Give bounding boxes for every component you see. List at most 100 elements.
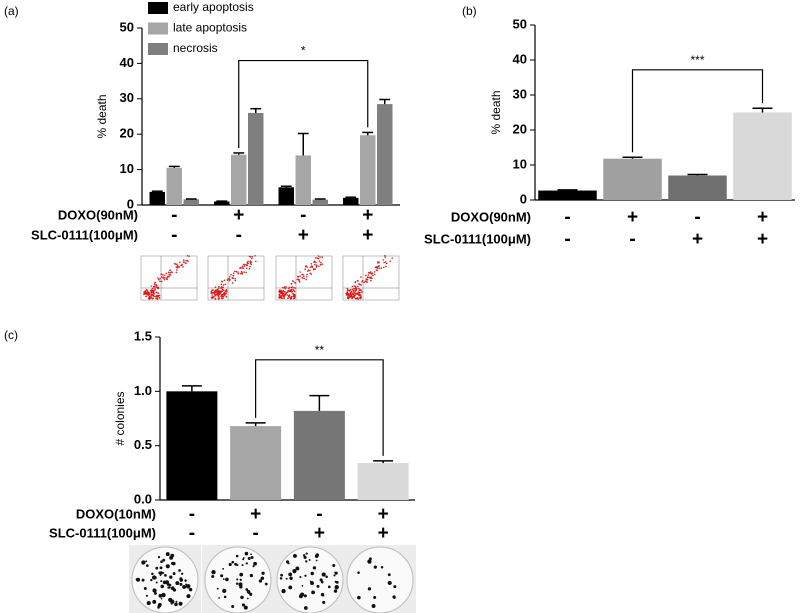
- colony-dot: [315, 559, 318, 562]
- flow-dot: [313, 261, 316, 263]
- error-bar: [309, 394, 330, 411]
- flow-dot: [363, 281, 365, 284]
- colony-dot: [281, 588, 286, 594]
- colony-dot: [175, 600, 178, 603]
- flow-dot: [165, 272, 168, 275]
- flow-plot: [140, 254, 198, 301]
- flow-dot: [286, 291, 288, 294]
- colony-dot: [231, 605, 235, 609]
- flow-dot: [354, 281, 356, 284]
- colony-dot: [393, 596, 396, 599]
- flow-dot: [243, 271, 245, 273]
- flow-dot: [157, 277, 159, 279]
- treatment-sign: -: [316, 504, 322, 525]
- flow-dot: [160, 280, 163, 283]
- colony-dot: [300, 592, 305, 597]
- flow-dot: [240, 266, 242, 269]
- flow-dot: [302, 273, 304, 276]
- flow-dot: [391, 257, 393, 259]
- treatment-sign: +: [692, 229, 703, 250]
- colony-dot: [373, 595, 377, 599]
- flow-dot: [145, 289, 148, 291]
- flow-plot: [207, 254, 265, 301]
- treatment-sign: -: [171, 225, 177, 246]
- flow-dot: [352, 291, 355, 293]
- flow-dot: [346, 289, 349, 292]
- flow-dot: [378, 261, 381, 264]
- colony-dot: [243, 605, 248, 610]
- flow-dot: [212, 289, 214, 292]
- flow-dot: [185, 259, 187, 262]
- colony-dot: [231, 560, 235, 564]
- flow-dot: [282, 292, 284, 295]
- treatment-sign: +: [362, 225, 373, 246]
- flow-dot: [283, 290, 286, 293]
- colony-dot: [315, 553, 320, 557]
- colony-dot: [225, 577, 229, 582]
- colony-dot: [152, 575, 157, 580]
- legend-label: early apoptosis: [173, 0, 254, 14]
- flow-dot: [225, 289, 228, 291]
- flow-dot: [354, 289, 357, 292]
- colony-dot: [335, 580, 339, 584]
- flow-dot: [222, 293, 225, 296]
- flow-dot: [220, 290, 222, 293]
- bar: [278, 187, 294, 205]
- flow-dot: [315, 257, 317, 259]
- flow-dot: [221, 287, 223, 289]
- flow-dot: [245, 267, 248, 270]
- flow-dot: [347, 297, 349, 300]
- colony-dot: [178, 569, 181, 572]
- flow-dot: [318, 265, 320, 267]
- error-bar: [233, 152, 245, 155]
- flow-dot: [154, 295, 156, 298]
- flow-dot: [357, 291, 360, 294]
- flow-dot: [358, 287, 360, 290]
- flow-dot: [213, 295, 215, 298]
- colony-dot: [157, 555, 161, 559]
- flow-dot: [292, 292, 294, 295]
- flow-dot: [346, 291, 348, 294]
- colony-dot: [332, 563, 336, 568]
- flow-dot: [175, 269, 178, 271]
- colony-dot: [280, 573, 284, 577]
- flow-dot: [287, 295, 290, 297]
- flow-dot: [312, 268, 315, 271]
- flow-dot: [156, 284, 158, 287]
- flow-dot: [355, 287, 357, 290]
- colony-dot: [253, 561, 257, 566]
- flow-dot: [234, 270, 236, 273]
- flow-dot: [352, 289, 355, 292]
- flow-dot: [288, 286, 291, 289]
- flow-dot: [311, 265, 314, 268]
- flow-dot: [348, 289, 351, 292]
- colony-dot: [393, 585, 397, 589]
- flow-dot: [315, 261, 317, 264]
- flow-dot: [278, 291, 281, 293]
- colony-dot: [162, 580, 167, 585]
- colony-dot: [245, 588, 249, 591]
- colony-dot: [159, 574, 162, 577]
- colony-dot: [166, 582, 170, 586]
- colony-dot: [264, 582, 268, 586]
- colony-dot: [285, 577, 288, 580]
- treatment-label: SLC-0111(100μM): [424, 231, 531, 246]
- bar: [149, 191, 165, 205]
- flow-dot: [249, 260, 252, 263]
- treatment-sign: -: [564, 207, 570, 228]
- flow-dot: [169, 274, 172, 276]
- treatment-label: SLC-0111(100μM): [49, 525, 156, 540]
- flow-dot: [163, 274, 166, 277]
- flow-dot: [232, 272, 235, 275]
- treatment-sign: -: [189, 523, 195, 544]
- colony-dot: [161, 592, 166, 598]
- treatment-label: DOXO(10nM): [76, 506, 156, 521]
- flow-dot: [250, 263, 253, 266]
- flow-dot: [319, 263, 322, 266]
- colony-dot: [305, 560, 308, 563]
- flow-dot: [152, 290, 155, 293]
- error-bar: [280, 185, 292, 188]
- bar: [214, 201, 230, 205]
- flow-dot: [150, 291, 153, 294]
- colony-dot: [310, 571, 314, 576]
